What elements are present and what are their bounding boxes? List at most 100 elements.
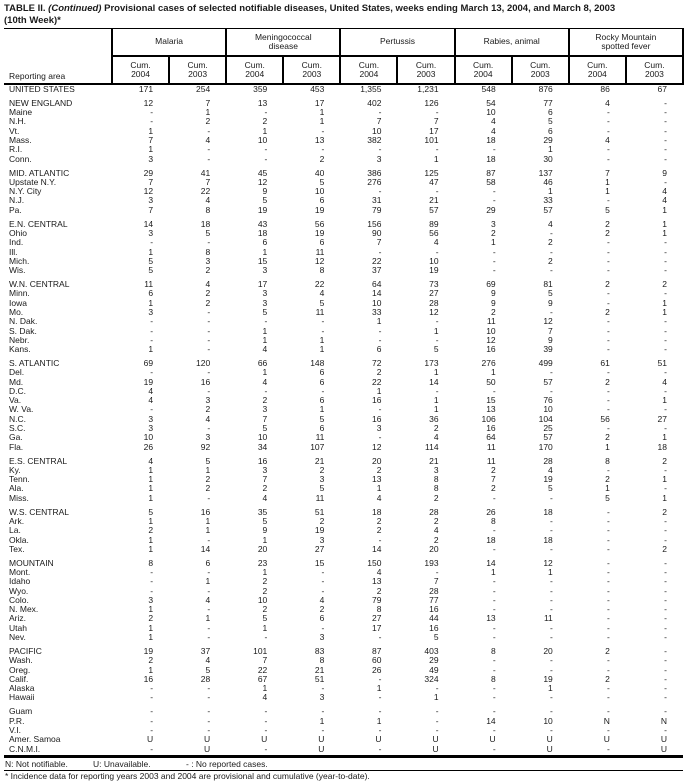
value-cell: 58	[486, 176, 496, 187]
value-cell: 1	[319, 107, 325, 118]
value-cell: 29	[486, 204, 496, 215]
value-cell: 8	[319, 655, 325, 666]
value-cell: -	[207, 125, 211, 136]
value-cell: 1	[433, 404, 439, 415]
value-cell: -	[207, 306, 211, 317]
value-cell: 6	[148, 288, 154, 299]
reporting-area-cell: Ill.	[9, 246, 18, 257]
value-cell: 6	[319, 423, 325, 434]
value-cell: 4	[205, 279, 211, 290]
table-row: Guam - - - - - - - - - -	[4, 706, 683, 717]
value-cell: 3	[148, 153, 154, 164]
value-cell: 7	[433, 116, 439, 127]
value-cell: -	[549, 585, 553, 596]
value-cell: 5	[319, 176, 325, 187]
reporting-area-cell: E.S. CENTRAL	[9, 455, 68, 466]
table-row: Utah 1 - 1 - 17 16 - - - -	[4, 623, 683, 633]
value-cell: 6	[319, 367, 325, 378]
value-cell: 25	[543, 423, 553, 434]
table-row: MID. ATLANTIC 29 41 45 40 386 125 87 137 7 9	[4, 167, 683, 178]
value-cell: 56	[600, 413, 610, 424]
table-row: Ga. 10 3 10 11 - 4 64 57 2 1	[4, 432, 683, 443]
value-cell: 382	[367, 135, 382, 146]
value-cell: 79	[372, 594, 382, 605]
value-cell: -	[664, 385, 667, 396]
value-cell: 19	[257, 204, 268, 215]
value-cell: -	[664, 265, 667, 276]
value-cell: -	[150, 334, 154, 345]
column-subheader: Cum. 2003	[282, 56, 341, 85]
value-cell: 18	[543, 506, 553, 517]
value-cell: -	[664, 316, 667, 327]
value-cell: 5	[262, 423, 268, 434]
value-cell: -	[549, 306, 553, 317]
value-cell: 61	[600, 357, 610, 368]
reporting-area-cell: E.N. CENTRAL	[9, 218, 68, 229]
value-cell: 2	[605, 218, 610, 229]
value-cell: 8	[433, 483, 439, 494]
value-cell: 7	[433, 576, 439, 587]
value-cell: 1	[662, 474, 667, 485]
footnote-legend: N: Not notifiable. U: Unavailable. - : No …	[0, 759, 685, 770]
value-cell: 4	[319, 594, 325, 605]
value-cell: -	[207, 385, 211, 396]
value-cell: 2	[433, 515, 439, 526]
table-row: W.S. CENTRAL 5 16 35 51 18 28 26 18 - 2	[4, 506, 683, 517]
value-cell: 8	[605, 455, 610, 466]
value-cell: -	[207, 692, 211, 703]
value-cell: -	[607, 107, 610, 118]
value-cell: 3	[262, 464, 268, 475]
value-cell: -	[664, 107, 667, 118]
value-cell: 10	[143, 432, 154, 443]
value-cell: 8	[376, 604, 382, 615]
reporting-area-cell: N.C.	[9, 413, 26, 424]
value-cell: -	[264, 385, 268, 396]
value-cell: 20	[543, 645, 553, 656]
reporting-area-cell: Colo.	[9, 594, 29, 605]
value-cell: 4	[548, 218, 553, 229]
subheader-row: Cum. 2004 Cum. 2003 Cum. 2004 Cum. 2003 Cum. 2004…	[4, 56, 684, 85]
value-cell: 2	[205, 404, 211, 415]
value-cell: 2	[148, 525, 154, 536]
value-cell: 1	[205, 107, 211, 118]
value-cell: 2	[605, 432, 610, 443]
value-cell: 4	[148, 385, 154, 396]
value-cell: 1	[433, 367, 439, 378]
value-cell: 5	[262, 195, 268, 206]
value-cell: -	[607, 692, 610, 703]
value-cell: 19	[543, 673, 553, 684]
column-group-header: Malaria	[110, 28, 227, 57]
value-cell: 10	[429, 255, 439, 266]
value-cell: 2	[605, 474, 610, 485]
value-cell: 101	[424, 135, 439, 146]
value-cell: 11	[144, 279, 154, 290]
value-cell: 402	[367, 97, 382, 108]
value-cell: -	[378, 107, 382, 118]
value-cell: -	[664, 153, 667, 164]
value-cell: 4	[490, 116, 496, 127]
value-cell: 22	[372, 255, 382, 266]
table-row: Tex. 1 14 20 27 14 20 - - - 2	[4, 544, 683, 554]
value-cell: 1	[662, 492, 667, 503]
table-row: Calif. 16 28 67 51 - 324 8 19 2 -	[4, 673, 683, 684]
value-cell: -	[207, 344, 211, 355]
value-cell: 57	[543, 432, 553, 443]
value-cell: 9	[662, 167, 667, 178]
value-cell: -	[435, 567, 439, 577]
value-cell: -	[664, 567, 667, 577]
value-cell: -	[207, 237, 211, 248]
value-cell: -	[321, 385, 325, 396]
value-cell: 81	[543, 279, 553, 290]
value-cell: 2	[605, 279, 610, 290]
value-cell: 1	[662, 204, 667, 215]
value-cell: -	[435, 706, 439, 717]
value-cell: 11	[315, 246, 325, 257]
value-cell: 26	[486, 506, 496, 517]
table-row: NEW ENGLAND 12 7 13 17 402 126 54 77 4 -	[4, 97, 683, 108]
value-cell: 8	[490, 645, 496, 656]
value-cell: -	[664, 664, 667, 675]
value-cell: 19	[429, 265, 439, 276]
value-cell: 1	[205, 613, 211, 624]
value-cell: -	[264, 715, 268, 726]
value-cell: 29	[429, 655, 439, 666]
